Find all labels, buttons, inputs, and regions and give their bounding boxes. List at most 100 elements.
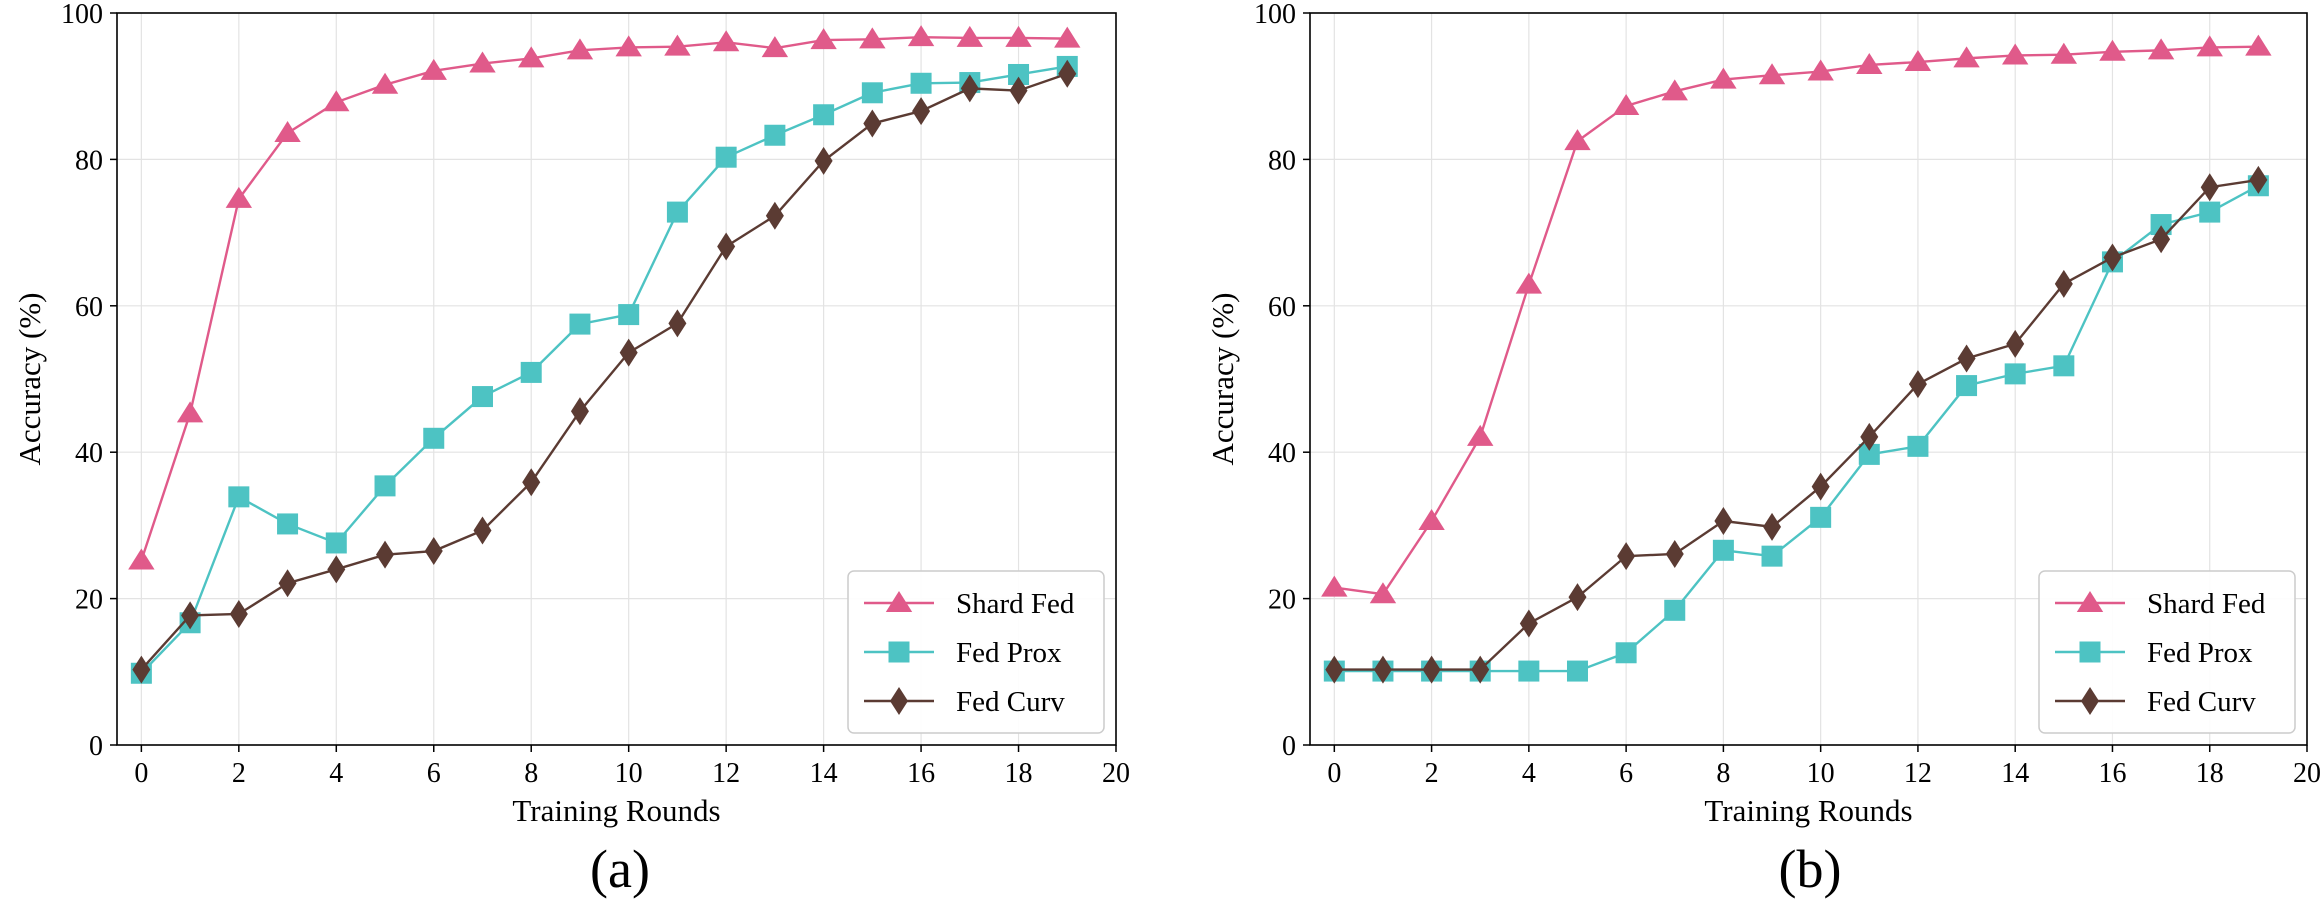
y-tick-label: 60 [1268, 292, 1296, 323]
data-point [810, 28, 837, 50]
y-tick-label: 40 [1268, 438, 1296, 469]
data-point [1953, 46, 1980, 68]
x-tick-label: 0 [1327, 758, 1341, 789]
data-point [618, 304, 640, 326]
x-tick-label: 8 [1716, 758, 1730, 789]
data-point [1860, 422, 1879, 451]
data-point [471, 386, 493, 408]
legend-marker [885, 591, 913, 612]
x-tick-label: 16 [2098, 758, 2126, 789]
y-tick-label: 40 [75, 438, 103, 469]
legend-marker [2079, 641, 2101, 663]
data-point [2103, 243, 2122, 272]
data-point [2099, 39, 2126, 61]
data-point [1908, 370, 1927, 399]
x-axis-label: Training Rounds [512, 793, 720, 828]
data-point [907, 25, 935, 47]
data-point [1467, 424, 1494, 446]
data-point [327, 555, 346, 584]
data-point [176, 401, 204, 423]
data-point [1856, 52, 1883, 74]
x-tick-label: 6 [1619, 758, 1633, 789]
y-tick-label: 20 [1268, 585, 1296, 616]
x-tick-label: 12 [712, 758, 740, 789]
series-line-fed-curv [1334, 178, 2259, 671]
series-line-shard-fed [140, 35, 1068, 561]
data-point [615, 35, 642, 57]
y-tick-label: 0 [1282, 731, 1296, 762]
legend-entry: Shard Fed [2147, 588, 2266, 620]
x-tick-label: 0 [134, 758, 148, 789]
data-point [2150, 214, 2172, 236]
data-point [1665, 539, 1684, 568]
panel-label: (a) [590, 839, 650, 899]
data-point [2199, 201, 2221, 223]
x-tick-label: 14 [810, 758, 838, 789]
y-axis-label: Accuracy (%) [12, 293, 47, 466]
data-point [325, 532, 347, 554]
data-point [1758, 63, 1786, 85]
legend: Shard Fed Fed Prox Fed Curv [847, 570, 1105, 734]
data-point [712, 30, 740, 52]
legend-entry: Fed Curv [2147, 686, 2256, 718]
data-point [1811, 472, 1830, 501]
data-point [1763, 512, 1782, 541]
data-point [2004, 363, 2026, 385]
data-point [2054, 269, 2073, 298]
data-point [518, 46, 545, 68]
data-point [181, 601, 200, 630]
legend-entry: Fed Curv [956, 686, 1065, 718]
data-point [1054, 26, 1081, 48]
data-point [570, 397, 589, 426]
data-point [473, 516, 492, 545]
data-point [469, 51, 496, 73]
data-point [1519, 609, 1538, 638]
data-point [2147, 38, 2175, 60]
data-point [664, 34, 691, 56]
data-point [1664, 599, 1686, 621]
x-tick-label: 20 [2293, 758, 2321, 789]
chart-panel-a: 0 2 4 6 8 10 12 14 16 18 20 0 20 40 60 80 100 Training Ro… [12, 0, 1130, 899]
x-tick-label: 6 [427, 758, 441, 789]
x-tick-label: 4 [329, 758, 343, 789]
plot-frame [116, 12, 1117, 746]
legend-entry: Shard Fed [956, 588, 1075, 620]
legend-marker [2076, 591, 2104, 612]
data-point [1807, 59, 1834, 81]
y-tick-label: 80 [1268, 145, 1296, 176]
chart-panel-b: 0 2 4 6 8 10 12 14 16 18 20 0 20 40 60 80 100 Training Ro… [1205, 0, 2321, 899]
data-point [225, 186, 253, 208]
data-point [371, 72, 399, 94]
data-point [1564, 129, 1591, 151]
data-point [1761, 545, 1783, 567]
data-point [813, 104, 835, 126]
data-point [323, 90, 350, 112]
y-tick-label: 20 [75, 585, 103, 616]
data-point [424, 537, 443, 566]
x-axis-label: Training Rounds [1704, 793, 1912, 828]
data-point [2196, 35, 2223, 57]
data-point [1422, 655, 1441, 684]
data-point [814, 146, 833, 175]
data-point [1858, 443, 1880, 465]
x-tick-label: 10 [615, 758, 643, 789]
y-tick-label: 60 [75, 292, 103, 323]
x-tick-label: 20 [1102, 758, 1130, 789]
plot-frame [1309, 12, 2308, 746]
data-point [1568, 583, 1587, 612]
data-point [522, 468, 541, 497]
x-tick-label: 8 [524, 758, 538, 789]
panel-label: (b) [1779, 839, 1842, 899]
data-point [1058, 59, 1077, 88]
legend-entry: Fed Prox [2147, 637, 2253, 669]
series-line-shard-fed [1334, 45, 2259, 596]
data-point [861, 82, 883, 104]
x-tick-label: 4 [1522, 758, 1536, 789]
x-tick-label: 12 [1904, 758, 1932, 789]
data-point [765, 201, 784, 230]
data-point [1515, 272, 1543, 294]
data-point [1615, 642, 1637, 664]
data-point [2245, 34, 2272, 56]
data-point [666, 201, 688, 223]
